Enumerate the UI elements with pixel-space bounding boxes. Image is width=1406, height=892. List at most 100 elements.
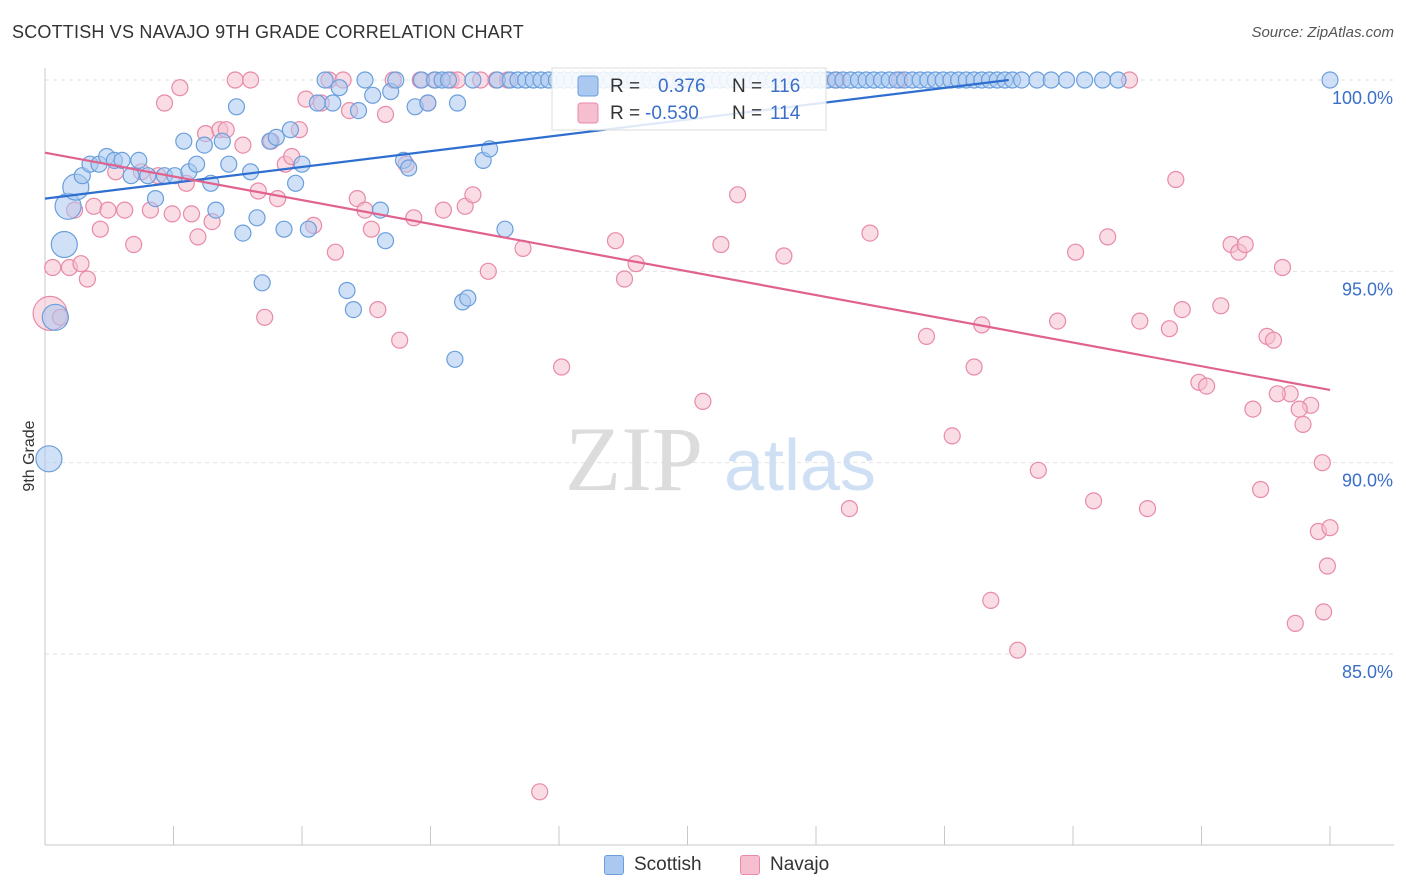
navajo-point (1268, 385, 1286, 403)
scottish-point (220, 155, 238, 173)
legend-r-label-2: R = (610, 103, 640, 124)
scottish-point (446, 350, 464, 368)
scottish-point (234, 224, 252, 242)
scottish-point (299, 220, 317, 238)
navajo-point (1294, 415, 1312, 433)
y-tick-label: 100.0% (1332, 88, 1393, 108)
legend-n-value-2: 114 (770, 103, 801, 124)
scottish-point (344, 301, 362, 319)
navajo-point (917, 327, 936, 345)
legend-r-value-1: 0.376 (658, 76, 706, 97)
trend-line-scottish (44, 78, 1009, 200)
navajo-point (552, 358, 571, 376)
navajo-point (1029, 461, 1047, 479)
navajo-point (1236, 235, 1254, 254)
navajo-point (775, 247, 793, 265)
navajo-point (171, 79, 189, 97)
navajo-point (189, 228, 207, 246)
legend-swatch-navajo (577, 102, 599, 124)
navajo-point (72, 255, 90, 273)
navajo-point (163, 205, 181, 223)
scottish-point (448, 94, 467, 112)
scatter-chart: ZIP atlas 85.0%90.0%95.0%100.0%0.0%100.0… (21, 67, 1394, 846)
trend-line-navajo (44, 151, 1331, 392)
scottish-point (253, 274, 271, 292)
watermark-atlas: atlas (724, 426, 876, 506)
legend-n-label-2: N = (732, 103, 762, 124)
scottish-point (287, 174, 305, 192)
navajo-point (1321, 519, 1339, 537)
navajo-point (1212, 297, 1230, 315)
scottish-point (146, 190, 165, 208)
navajo-point (728, 186, 747, 204)
scottish-point (293, 155, 311, 173)
chart-title: SCOTTISH VS NAVAJO 9TH GRADE CORRELATION… (12, 22, 524, 42)
navajo-point (1286, 614, 1304, 633)
y-tick-label: 85.0% (1342, 662, 1393, 682)
navajo-point (861, 224, 879, 242)
scottish-point (1321, 71, 1339, 89)
scottish-point (496, 220, 514, 238)
navajo-point (91, 220, 109, 238)
navajo-point (182, 205, 201, 223)
navajo-point (531, 783, 549, 801)
navajo-point (78, 270, 97, 288)
navajo-point (1313, 454, 1331, 472)
navajo-point (1066, 243, 1085, 261)
legend-item-scottish[interactable]: Scottish (604, 854, 702, 876)
navajo-point (712, 235, 730, 254)
navajo-point (234, 136, 252, 154)
navajo-point (1318, 557, 1337, 575)
navajo-point (116, 201, 134, 219)
legend-swatch-scottish (577, 75, 599, 97)
scottish-point (130, 151, 148, 169)
navajo-point (1048, 312, 1067, 330)
watermark-zip: ZIP (565, 408, 703, 510)
scottish-point (419, 94, 437, 112)
scottish-point (248, 209, 266, 227)
legend-r-value-2: -0.530 (645, 103, 699, 124)
scottish-point (1093, 71, 1112, 89)
scottish-point (356, 71, 374, 89)
legend-n-label-1: N = (732, 76, 762, 97)
navajo-point (99, 201, 117, 219)
navajo-point (1084, 492, 1103, 510)
scottish-point (387, 71, 405, 89)
scottish-point (308, 94, 326, 112)
scottish-point (1075, 71, 1094, 89)
navajo-point (965, 358, 983, 376)
navajo-point (376, 105, 395, 124)
legend-label-scottish: Scottish (634, 854, 702, 875)
legend-r-label-1: R = (610, 76, 640, 97)
y-tick-label: 90.0% (1342, 471, 1393, 491)
scottish-point (1109, 71, 1127, 89)
trend-layer (44, 78, 1331, 392)
navajo-point (1173, 301, 1191, 319)
scottish-point (207, 201, 225, 219)
scottish-point (213, 132, 231, 150)
navajo-point (1160, 320, 1179, 338)
navajo-point (615, 270, 634, 288)
scottish-point (175, 132, 193, 150)
navajo-swatch (740, 855, 760, 875)
scottish-point (275, 220, 293, 238)
axes-layer (44, 68, 1394, 846)
navajo-point (391, 331, 409, 349)
chart-source: Source: ZipAtlas.com (1251, 24, 1394, 41)
scottish-point (400, 159, 418, 177)
navajo-point (326, 243, 344, 261)
scottish-point (267, 128, 285, 146)
navajo-point (464, 186, 482, 204)
navajo-point (405, 209, 423, 227)
scottish-point (227, 98, 246, 116)
scottish-point (1057, 71, 1076, 89)
navajo-point (242, 71, 260, 89)
y-axis-label: 9th Grade (21, 420, 38, 491)
scottish-point (376, 232, 395, 250)
navajo-point (694, 392, 712, 410)
scottish-point (324, 94, 342, 112)
scottish-point (188, 155, 206, 173)
navajo-point (256, 308, 274, 326)
legend-item-navajo[interactable]: Navajo (740, 854, 829, 876)
scottish-point (316, 71, 334, 89)
